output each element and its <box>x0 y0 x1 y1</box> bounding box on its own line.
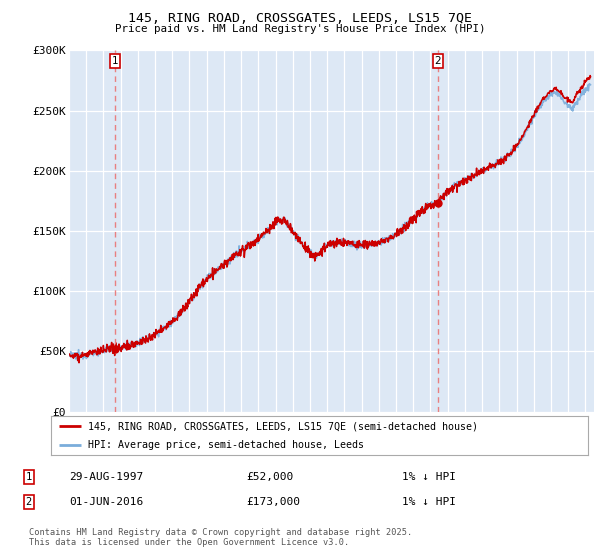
Text: 1: 1 <box>26 472 32 482</box>
Text: Price paid vs. HM Land Registry's House Price Index (HPI): Price paid vs. HM Land Registry's House … <box>115 24 485 34</box>
Text: 2: 2 <box>434 56 441 66</box>
Text: 2: 2 <box>26 497 32 507</box>
Text: 1% ↓ HPI: 1% ↓ HPI <box>402 472 456 482</box>
Text: 145, RING ROAD, CROSSGATES, LEEDS, LS15 7QE (semi-detached house): 145, RING ROAD, CROSSGATES, LEEDS, LS15 … <box>88 422 478 432</box>
Text: HPI: Average price, semi-detached house, Leeds: HPI: Average price, semi-detached house,… <box>88 440 364 450</box>
Text: 1: 1 <box>112 56 118 66</box>
Text: 01-JUN-2016: 01-JUN-2016 <box>69 497 143 507</box>
Text: Contains HM Land Registry data © Crown copyright and database right 2025.
This d: Contains HM Land Registry data © Crown c… <box>29 528 412 547</box>
Text: 29-AUG-1997: 29-AUG-1997 <box>69 472 143 482</box>
Text: £52,000: £52,000 <box>246 472 293 482</box>
Text: £173,000: £173,000 <box>246 497 300 507</box>
Text: 145, RING ROAD, CROSSGATES, LEEDS, LS15 7QE: 145, RING ROAD, CROSSGATES, LEEDS, LS15 … <box>128 12 472 25</box>
Text: 1% ↓ HPI: 1% ↓ HPI <box>402 497 456 507</box>
